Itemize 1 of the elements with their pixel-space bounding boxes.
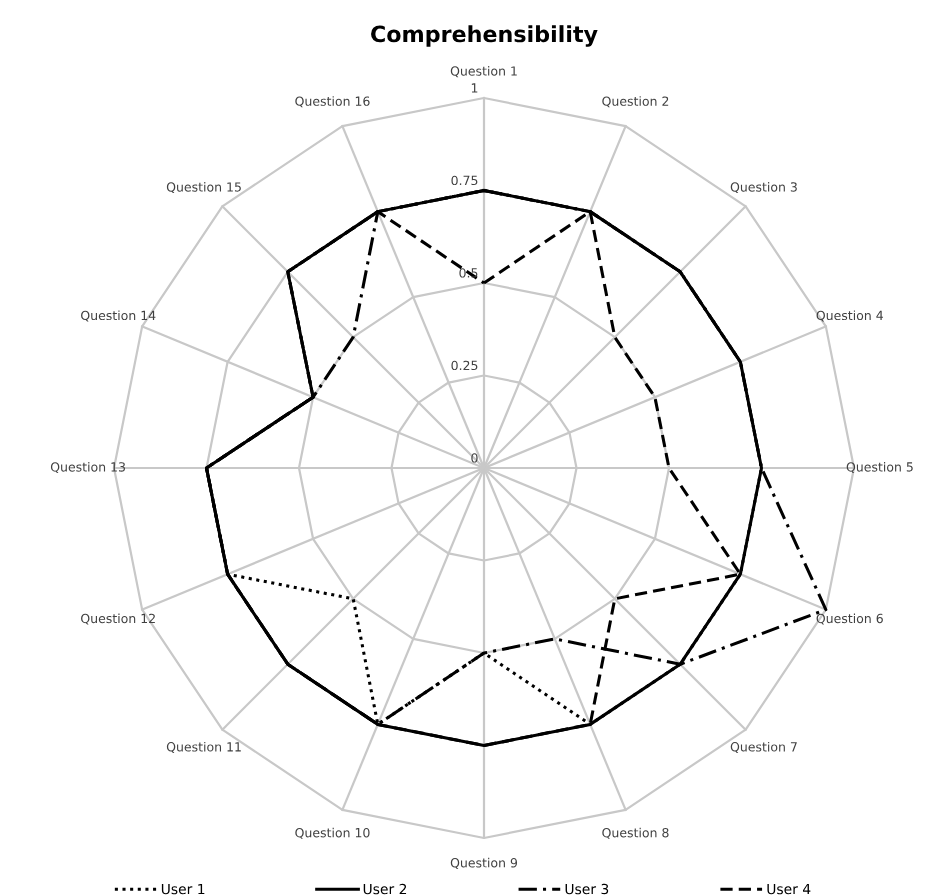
chart-title: Comprehensibility <box>371 25 598 47</box>
